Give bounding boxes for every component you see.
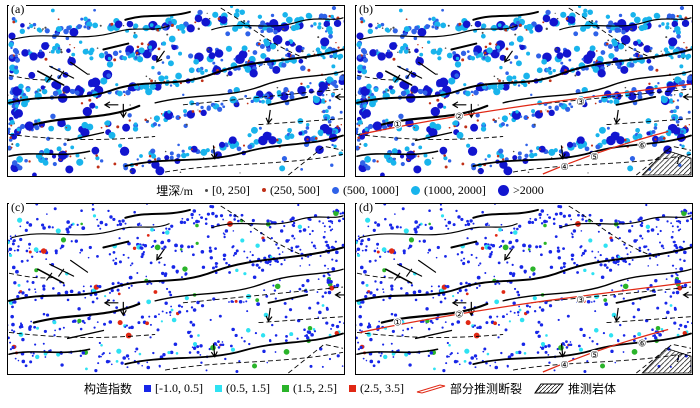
svg-text:④: ④: [561, 360, 569, 371]
panel-c-label: (c): [9, 200, 27, 214]
legend-depth: 埋深/m [0, 250] (250, 500] (500, 1000] (10…: [7, 177, 693, 203]
legend-index-item-1: (0.5, 1.5]: [214, 380, 270, 396]
panel-a: (a): [7, 2, 345, 177]
depth-dot-2-icon: [331, 186, 339, 194]
panel-a-label: (a): [9, 2, 27, 16]
svg-text:⑥: ⑥: [638, 338, 646, 349]
map-d: ① ② ③ ④ ⑤ ⑥ I: [356, 204, 692, 374]
legend-rock-item: 推测岩体: [534, 380, 616, 397]
map-b: ① ② ③ ④ ⑤ ⑥ I: [356, 6, 692, 176]
svg-text:⑤: ⑤: [590, 350, 598, 361]
svg-text:⑤: ⑤: [590, 152, 598, 163]
depth-dot-1-icon: [261, 188, 266, 192]
index-square-0-icon: [143, 384, 151, 392]
depth-dot-3-icon: [410, 185, 420, 195]
panel-d-label: (d): [357, 200, 375, 214]
legend-fault-item: 部分推测断裂: [416, 380, 522, 397]
map-c: [8, 204, 344, 374]
svg-text:I: I: [675, 353, 681, 365]
depth-dot-4-icon: [497, 184, 509, 196]
rock-label: 推测岩体: [568, 381, 617, 396]
legend-index-item-3: (2.5, 3.5]: [348, 380, 404, 396]
panel-b: (b) ① ② ③ ④ ⑤ ⑥ I: [355, 2, 693, 177]
index-square-3-icon: [348, 384, 356, 392]
index-label-3: (2.5, 3.5]: [359, 380, 404, 395]
svg-text:④: ④: [561, 162, 569, 173]
depth-label-0: [0, 250]: [211, 182, 250, 197]
bottom-row: (c) (d) ① ② ③ ④ ⑤ ⑥ I: [7, 200, 693, 375]
depth-dot-0-icon: [204, 188, 208, 192]
inferred-fault-icon: [416, 383, 446, 394]
svg-text:①: ①: [394, 318, 402, 329]
depth-label-1: (250, 500]: [269, 182, 320, 197]
panel-c: (c): [7, 200, 345, 375]
depth-label-4: >2000: [512, 182, 544, 197]
depth-label-3: (1000, 2000]: [423, 182, 486, 197]
svg-text:①: ①: [394, 120, 402, 131]
legend-depth-title: 埋深/m: [156, 183, 193, 198]
legend-depth-item-4: >2000: [497, 182, 544, 198]
index-label-2: (1.5, 2.5]: [292, 380, 337, 395]
top-row: (a) (b) ① ② ③ ④ ⑤ ⑥ I: [7, 2, 693, 177]
svg-text:②: ②: [455, 310, 463, 321]
fault-label: 部分推测断裂: [449, 381, 522, 396]
svg-text:③: ③: [576, 295, 584, 306]
legend-index-title: 构造指数: [83, 381, 132, 396]
panel-d: (d) ① ② ③ ④ ⑤ ⑥ I: [355, 200, 693, 375]
legend-depth-item-2: (500, 1000]: [331, 182, 399, 198]
inferred-rock-icon: [534, 383, 564, 394]
svg-text:⑥: ⑥: [638, 140, 646, 151]
svg-text:③: ③: [576, 97, 584, 108]
map-a: [8, 6, 344, 176]
index-square-1-icon: [214, 384, 222, 392]
panel-b-label: (b): [357, 2, 375, 16]
legend-depth-item-1: (250, 500]: [261, 182, 320, 198]
index-square-2-icon: [281, 384, 289, 392]
legend-index: 构造指数 [-1.0, 0.5] (0.5, 1.5] (1.5, 2.5] (…: [7, 375, 693, 401]
legend-index-item-2: (1.5, 2.5]: [281, 380, 337, 396]
svg-text:②: ②: [455, 112, 463, 123]
legend-index-item-0: [-1.0, 0.5]: [143, 380, 203, 396]
depth-label-2: (500, 1000]: [342, 182, 399, 197]
legend-depth-item-3: (1000, 2000]: [410, 182, 486, 198]
svg-text:I: I: [675, 155, 681, 167]
index-label-1: (0.5, 1.5]: [225, 380, 270, 395]
legend-depth-item-0: [0, 250]: [204, 182, 250, 198]
index-label-0: [-1.0, 0.5]: [154, 380, 203, 395]
